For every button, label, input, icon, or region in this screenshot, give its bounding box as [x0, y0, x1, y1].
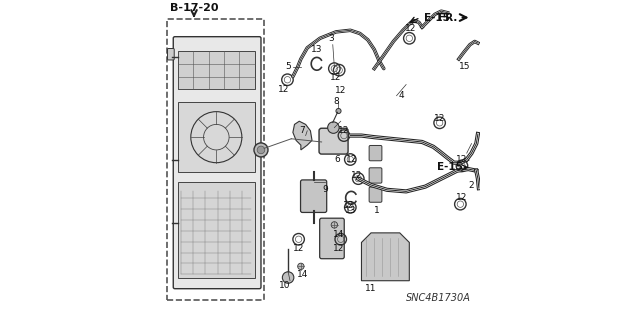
Text: B-17-20: B-17-20 — [170, 3, 218, 13]
Text: 7: 7 — [300, 126, 305, 135]
Text: 10: 10 — [279, 281, 291, 290]
FancyBboxPatch shape — [178, 51, 255, 89]
Text: 2: 2 — [468, 181, 474, 189]
Polygon shape — [362, 233, 410, 281]
Text: 12: 12 — [333, 244, 344, 253]
Circle shape — [254, 143, 268, 157]
Text: 8: 8 — [333, 97, 339, 106]
Circle shape — [257, 146, 265, 154]
Text: 12: 12 — [351, 171, 362, 180]
FancyBboxPatch shape — [369, 168, 382, 183]
Text: 12: 12 — [343, 201, 355, 210]
Text: 12: 12 — [434, 114, 445, 122]
FancyBboxPatch shape — [167, 19, 264, 300]
Text: 12: 12 — [346, 155, 358, 164]
FancyBboxPatch shape — [178, 102, 255, 172]
Text: 12: 12 — [456, 155, 468, 164]
Circle shape — [331, 222, 337, 228]
FancyBboxPatch shape — [320, 218, 344, 259]
Text: 14: 14 — [298, 270, 308, 279]
Circle shape — [336, 108, 341, 114]
Text: 14: 14 — [333, 230, 344, 239]
Text: E-15: E-15 — [424, 12, 449, 23]
Text: 1: 1 — [374, 206, 380, 215]
Circle shape — [282, 272, 294, 283]
FancyBboxPatch shape — [301, 180, 326, 212]
Text: 12: 12 — [338, 126, 349, 135]
Text: FR.: FR. — [438, 12, 457, 23]
Text: 15: 15 — [460, 63, 471, 71]
Text: 13: 13 — [344, 206, 356, 215]
Text: 12: 12 — [335, 86, 346, 95]
Circle shape — [328, 122, 339, 133]
Text: 9: 9 — [322, 185, 328, 194]
Text: 13: 13 — [311, 45, 323, 54]
FancyBboxPatch shape — [369, 187, 382, 202]
FancyBboxPatch shape — [369, 145, 382, 161]
Text: 12: 12 — [278, 85, 289, 94]
Circle shape — [298, 263, 304, 270]
Text: 5: 5 — [285, 63, 291, 71]
Text: E-15: E-15 — [437, 162, 463, 173]
FancyBboxPatch shape — [319, 128, 348, 154]
Text: SNC4B1730A: SNC4B1730A — [406, 293, 471, 303]
Text: 12: 12 — [292, 244, 304, 253]
Text: 4: 4 — [399, 91, 404, 100]
Text: 12: 12 — [405, 24, 417, 33]
FancyBboxPatch shape — [178, 182, 255, 278]
Text: 12: 12 — [330, 73, 341, 82]
Text: 12: 12 — [456, 193, 468, 202]
Text: 6: 6 — [335, 155, 340, 164]
Text: 11: 11 — [365, 284, 377, 293]
Polygon shape — [293, 121, 312, 150]
FancyBboxPatch shape — [168, 48, 174, 60]
FancyBboxPatch shape — [173, 37, 261, 289]
Text: 3: 3 — [328, 34, 334, 43]
